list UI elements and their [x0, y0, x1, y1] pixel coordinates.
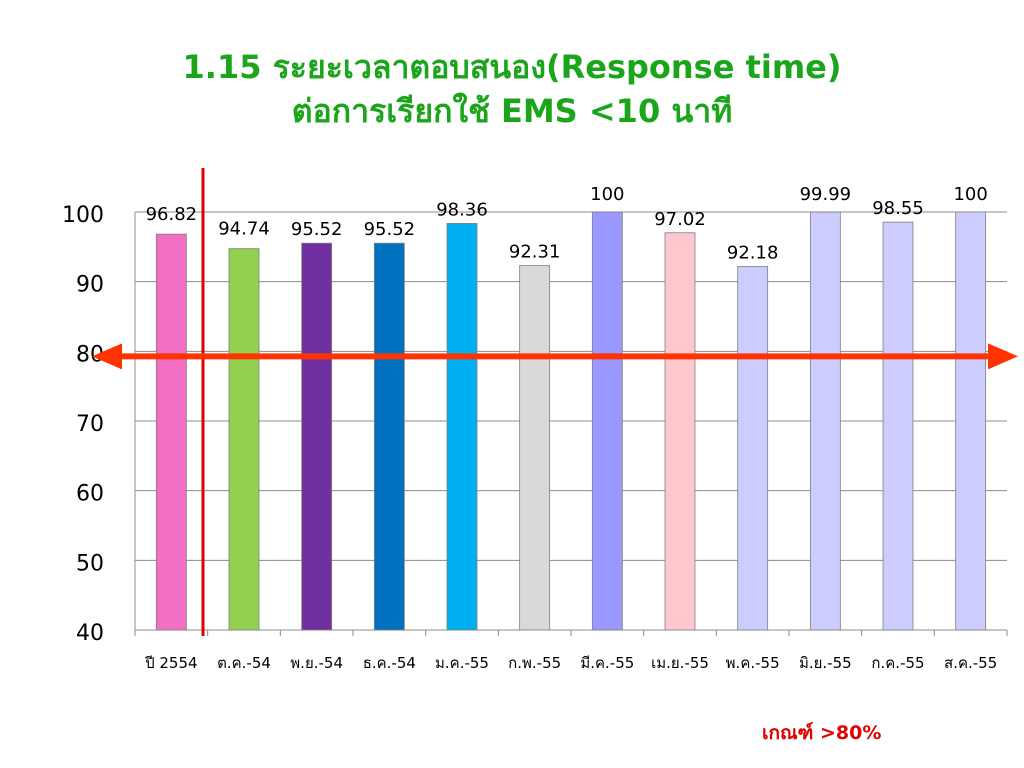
y-tick-label: 50: [76, 551, 104, 576]
gridlines: [135, 211, 1007, 561]
data-label: 92.18: [727, 242, 779, 263]
data-label: 95.52: [291, 219, 343, 240]
bar: [737, 266, 769, 631]
bar: [591, 211, 623, 631]
bar: [519, 265, 551, 631]
bar: [301, 242, 333, 631]
x-tick-label: ธ.ค.-54: [363, 654, 416, 672]
data-label: 95.52: [364, 219, 416, 240]
data-labels: 96.82 ปี 2554 94.74 ต.ค.-54 95.52 พ.ย.-54 95.5…: [144, 184, 997, 672]
data-label: 97.02: [654, 209, 706, 230]
data-label: 96.82: [146, 204, 198, 225]
bars: [155, 211, 987, 631]
bar: [882, 221, 914, 631]
x-tick-label: มิ.ย.-55: [799, 654, 852, 672]
bar: [228, 248, 260, 631]
threshold-arrow-left: [92, 343, 122, 370]
data-label: 98.55: [872, 198, 924, 219]
x-tick-label: ต.ค.-54: [217, 654, 271, 672]
x-tick-label: เม.ย.-55: [651, 654, 709, 672]
y-tick-label: 60: [76, 482, 104, 507]
overlays: [92, 168, 1018, 636]
data-label: 98.36: [436, 199, 488, 220]
x-tick-label: ส.ค.-55: [944, 654, 997, 672]
bar: [664, 232, 696, 631]
chart-title-line-2: ต่อการเรียกใช้ EMS <10 นาที: [291, 92, 733, 130]
bar: [446, 223, 478, 631]
x-tick-label: พ.ย.-54: [290, 654, 343, 672]
x-tick-label: ก.พ.-55: [508, 654, 561, 672]
x-tick-label: พ.ค.-55: [726, 654, 780, 672]
bar: [955, 211, 987, 631]
y-tick-label: 90: [76, 273, 104, 298]
x-tick-label: ก.ค.-55: [871, 654, 924, 672]
data-label: 100: [590, 184, 624, 205]
bar: [809, 211, 841, 631]
data-label: 94.74: [218, 219, 270, 240]
data-label: 99.99: [800, 184, 852, 205]
bar: [373, 242, 405, 631]
x-tick-label: มี.ค.-55: [580, 654, 634, 672]
criterion-note: เกณฑ์ >80%: [762, 722, 882, 744]
threshold-arrow-right: [988, 343, 1018, 370]
x-tick-label: ปี 2554: [144, 654, 197, 672]
y-tick-label: 100: [62, 203, 104, 228]
chart-title-line-1: 1.15 ระยะเวลาตอบสนอง(Response time): [182, 48, 842, 86]
data-label: 100: [953, 184, 987, 205]
y-tick-label: 40: [76, 621, 104, 646]
data-label: 92.31: [509, 242, 561, 263]
y-tick-label: 70: [76, 412, 104, 437]
x-tick-label: ม.ค.-55: [435, 654, 489, 672]
bar: [155, 233, 187, 631]
